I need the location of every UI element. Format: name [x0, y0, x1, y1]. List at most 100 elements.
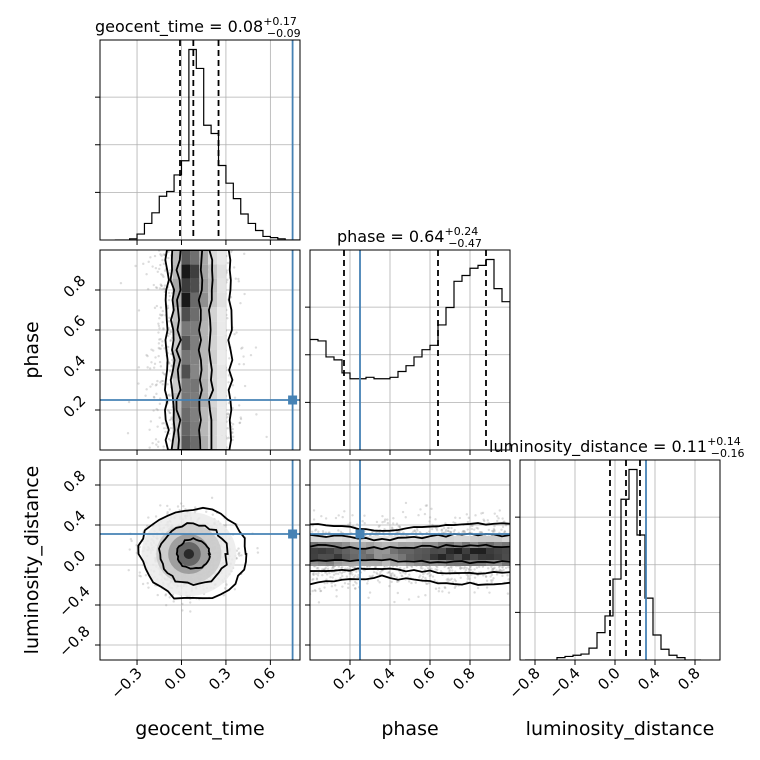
phase-lumdist-sample [405, 566, 409, 569]
phase-lumdist-sample [492, 527, 496, 531]
geocent-phase-sample [169, 439, 172, 442]
geocent-phase-density-cell [199, 278, 209, 293]
phase-lumdist-sample [338, 570, 342, 574]
phase-lumdist-sample [450, 566, 453, 569]
geocent-phase-density-cell [217, 264, 226, 279]
geocent-lumdist-sample [147, 516, 150, 519]
phase-lumdist-sample [367, 596, 370, 600]
phase-lumdist-sample [391, 572, 394, 575]
geocent-phase-density-cell [208, 435, 218, 450]
geocent-phase-sample [160, 273, 163, 276]
phase-lumdist-sample [417, 514, 420, 517]
phase-lumdist-sample [323, 586, 326, 589]
phase-lumdist-sample [506, 592, 510, 595]
geocent-phase-sample [158, 287, 162, 290]
phase-lumdist-sample [466, 574, 470, 577]
geocent-lumdist-sample [210, 496, 214, 500]
phase-lumdist-sample [428, 516, 432, 519]
geocent-phase-sample [137, 382, 140, 385]
geocent-phase-sample [154, 356, 157, 359]
geocent-phase-sample [242, 363, 246, 366]
phase-lumdist-sample [311, 578, 314, 582]
phase-lumdist-sample [498, 509, 501, 512]
geocent-phase-sample [160, 284, 163, 288]
phase-lumdist-sample [463, 566, 467, 569]
phase-lumdist-sample [441, 590, 444, 593]
phase-lumdist-sample [312, 509, 316, 512]
phase-lumdist-sample [355, 523, 359, 526]
phase-lumdist-sample [454, 579, 457, 583]
phase-lumdist-sample [383, 565, 386, 569]
phase-lumdist-sample [325, 573, 329, 576]
phase-lumdist-sample [459, 567, 462, 570]
geocent-phase-density-cell [217, 335, 226, 350]
phase-lumdist-sample [315, 572, 318, 576]
phase-lumdist-sample [363, 514, 366, 517]
geocent-phase-sample [243, 384, 247, 388]
geocent-phase-sample [164, 430, 167, 434]
phase-lumdist-sample [473, 576, 477, 579]
phase-lumdist-sample [366, 582, 369, 585]
geocent-phase-density-cell [172, 335, 182, 350]
phase-lumdist-sample [419, 567, 423, 570]
geocent-phase-sample [240, 347, 243, 350]
geocent-phase-sample [159, 253, 162, 256]
geocent-phase-density-cell [208, 321, 218, 336]
phase-lumdist-sample [374, 565, 378, 568]
geocent-phase-density-cell [217, 250, 226, 265]
phase-lumdist-sample [326, 581, 329, 585]
phase-lumdist-sample [446, 526, 450, 530]
phase-lumdist-sample [378, 573, 382, 576]
phase-lumdist-sample [376, 579, 380, 582]
geocent-phase-sample [162, 427, 166, 430]
phase-lumdist-sample [447, 526, 451, 530]
phase-lumdist-sample [499, 569, 502, 572]
geocent-phase-density-cell [181, 307, 191, 322]
geocent-phase-sample [148, 367, 152, 370]
geocent-phase-density-cell [181, 278, 191, 293]
geocent-phase-density-cell [208, 307, 218, 322]
phase-lumdist-sample [470, 527, 474, 531]
phase-lumdist-sample [375, 520, 379, 524]
phase-lumdist-sample [413, 529, 416, 533]
phase-lumdist-sample [495, 515, 499, 518]
phase-lumdist-sample [349, 572, 352, 575]
phase-lumdist-sample [368, 565, 371, 569]
geocent-phase-density-cell [199, 264, 209, 279]
phase-lumdist-sample [372, 570, 376, 574]
phase-lumdist-sample [428, 530, 431, 533]
geocent-phase-sample [225, 446, 228, 449]
phase-lumdist-sample [376, 572, 379, 576]
phase-lumdist-sample [324, 568, 327, 571]
phase-lumdist-sample [447, 577, 450, 581]
geocent-phase-sample [161, 422, 164, 425]
geocent-phase-sample [166, 306, 170, 310]
phase-lumdist-sample [399, 566, 402, 570]
geocent-lumdist-sample [205, 510, 208, 513]
geocent-phase-sample [233, 396, 237, 399]
phase-lumdist-sample [351, 565, 354, 569]
geocent-phase-sample [163, 269, 167, 272]
geocent-phase-sample [231, 423, 235, 426]
phase-lumdist-sample [493, 530, 496, 533]
geocent-phase-sample [167, 298, 171, 302]
phase-lumdist-sample [419, 508, 422, 511]
geocent-phase-sample [157, 354, 160, 358]
phase-lumdist-sample [387, 571, 391, 574]
density-geocent-time-luminosity-distance-panel [100, 460, 300, 660]
phase-lumdist-sample [332, 566, 335, 569]
phase-lumdist-sample [324, 517, 328, 520]
geocent-phase-sample [155, 443, 158, 446]
phase-lumdist-sample [428, 574, 431, 578]
geocent-phase-sample [155, 383, 158, 386]
phase-lumdist-sample [335, 588, 338, 592]
phase-lumdist-sample [404, 501, 408, 505]
phase-lumdist-sample [375, 571, 378, 575]
phase-lumdist-sample [491, 529, 494, 533]
geocent-phase-sample [134, 264, 137, 268]
phase-lumdist-sample [315, 567, 319, 570]
geocent-lumdist-sample [225, 583, 228, 586]
geocent-phase-sample [161, 340, 164, 343]
geocent-phase-sample [153, 254, 157, 258]
phase-lumdist-sample [386, 518, 389, 521]
